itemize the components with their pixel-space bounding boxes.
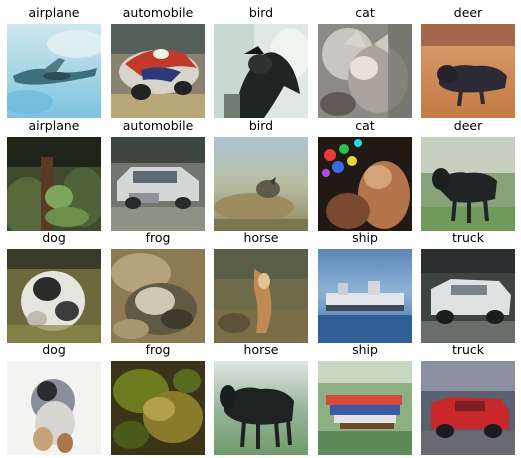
cell-class-label: bird (248, 118, 274, 133)
grid-cell: bird (214, 117, 308, 231)
cell-class-label: airplane (28, 5, 80, 20)
grid-cell: deer (421, 4, 515, 118)
cell-class-label: dog (42, 342, 66, 357)
cell-class-label: truck (451, 230, 485, 245)
airplane-sky-image (7, 24, 101, 118)
grid-cell: dog (7, 341, 101, 455)
cell-class-label: ship (352, 342, 378, 357)
field-bird-image (214, 137, 308, 231)
red-car-image (111, 24, 205, 118)
cell-class-label: horse (243, 230, 279, 245)
grid-cell: frog (111, 229, 205, 343)
green-tree-image (7, 137, 101, 231)
grid-cell: automobile (111, 4, 205, 118)
grid-cell: cat (318, 117, 412, 231)
dark-deer-sand-image (421, 24, 515, 118)
grid-cell: automobile (111, 117, 205, 231)
grey-cat-image (318, 24, 412, 118)
dog-white-bg-image (7, 361, 101, 455)
grid-cell: ship (318, 229, 412, 343)
grid-cell: frog (111, 341, 205, 455)
dark-bird-image (214, 24, 308, 118)
black-horse-image (214, 361, 308, 455)
grid-cell: airplane (7, 4, 101, 118)
frog-blur-image (111, 249, 205, 343)
brown-horse-image (214, 249, 308, 343)
cell-class-label: deer (453, 5, 483, 20)
cell-class-label: frog (145, 342, 171, 357)
cell-class-label: ship (352, 230, 378, 245)
cell-class-label: cat (355, 5, 375, 20)
cell-class-label: truck (451, 342, 485, 357)
cell-class-label: deer (453, 118, 483, 133)
dark-horse-grass-image (421, 137, 515, 231)
red-truck-image (421, 361, 515, 455)
cell-class-label: cat (355, 118, 375, 133)
grid-cell: truck (421, 341, 515, 455)
grey-car-image (111, 137, 205, 231)
white-truck-image (421, 249, 515, 343)
cell-class-label: bird (248, 5, 274, 20)
grid-cell: ship (318, 341, 412, 455)
grid-cell: deer (421, 117, 515, 231)
cell-class-label: airplane (28, 118, 80, 133)
white-dog-image (7, 249, 101, 343)
frog-green-image (111, 361, 205, 455)
cell-class-label: automobile (122, 118, 194, 133)
grid-cell: horse (214, 341, 308, 455)
grid-cell: truck (421, 229, 515, 343)
grid-cell: airplane (7, 117, 101, 231)
ship-harbor-image (318, 249, 412, 343)
grid-cell: cat (318, 4, 412, 118)
grid-cell: bird (214, 4, 308, 118)
grid-cell: horse (214, 229, 308, 343)
cell-class-label: automobile (122, 5, 194, 20)
cell-class-label: horse (243, 342, 279, 357)
cell-class-label: frog (145, 230, 171, 245)
grid-cell: dog (7, 229, 101, 343)
colorful-cat-image (318, 137, 412, 231)
ship-colorful-image (318, 361, 412, 455)
cell-class-label: dog (42, 230, 66, 245)
